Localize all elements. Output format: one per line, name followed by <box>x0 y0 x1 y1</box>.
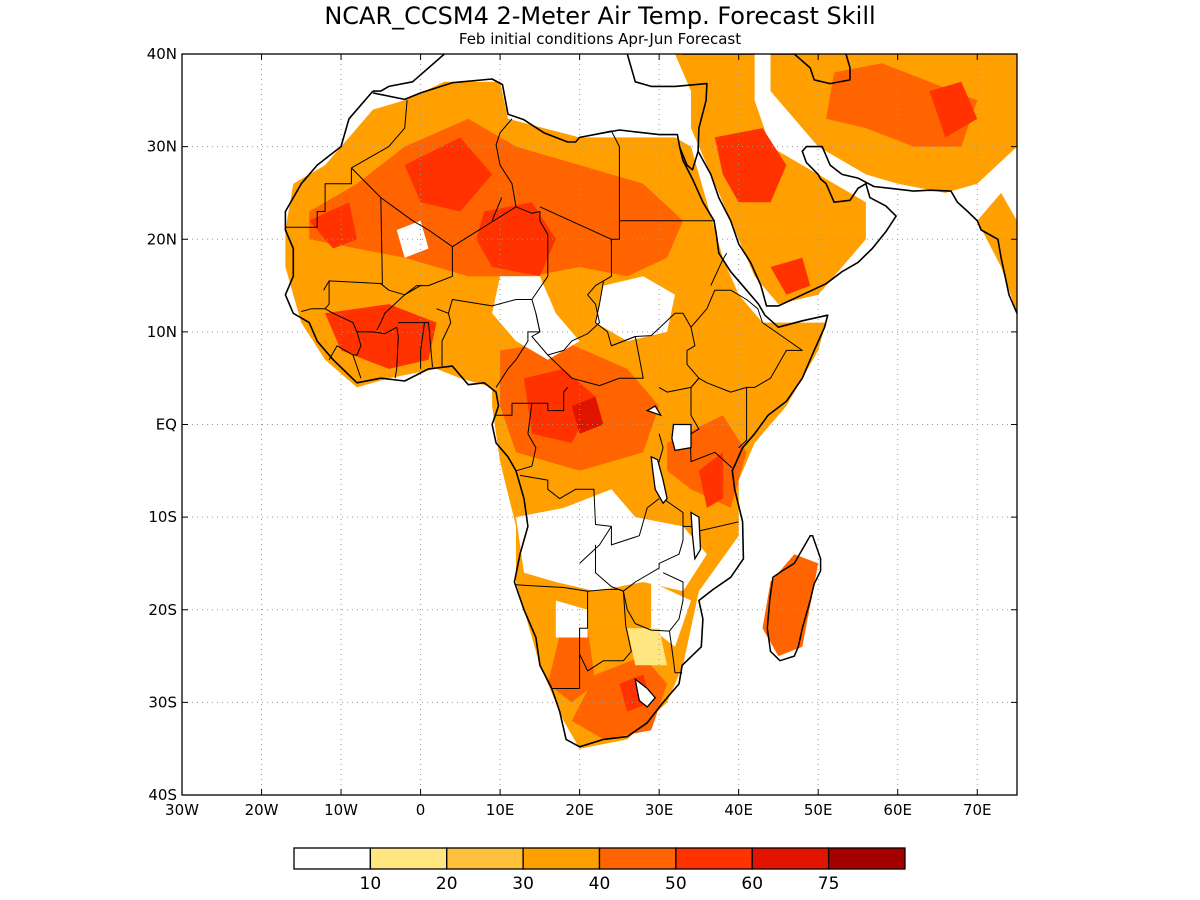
skill-region-20 <box>929 81 978 138</box>
lon-tick-label: 30W <box>165 801 199 819</box>
lat-tick-label: EQ <box>156 416 177 434</box>
skill-region-23 <box>595 276 675 342</box>
lat-tick-label: 10N <box>147 323 177 341</box>
country-border <box>351 100 408 169</box>
map-title: NCAR_CCSM4 2-Meter Air Temp. Forecast Sk… <box>324 2 875 30</box>
country-border <box>285 167 352 228</box>
lon-tick-label: 50E <box>804 801 833 819</box>
lon-tick-label: 10E <box>486 801 515 819</box>
lon-tick-label: 10W <box>324 801 358 819</box>
country-border <box>328 345 354 360</box>
country-border <box>698 322 803 393</box>
country-border <box>441 313 452 367</box>
lat-tick-label: 40S <box>148 786 177 804</box>
colorbar-swatch <box>369 847 448 870</box>
country-border <box>519 474 660 546</box>
colorbar-label: 10 <box>360 874 382 894</box>
country-border <box>690 289 763 328</box>
coastline <box>372 54 445 92</box>
skill-shading <box>285 54 1017 749</box>
country-border <box>491 197 503 221</box>
lon-tick-label: 20E <box>565 801 594 819</box>
lake-outline <box>671 423 692 452</box>
madagascar-coast <box>766 534 822 662</box>
lat-tick-label: 20S <box>148 601 177 619</box>
skill-region-2 <box>309 202 357 249</box>
country-border <box>357 326 399 379</box>
lat-tick-label: 10S <box>148 508 177 526</box>
country-border <box>515 584 620 592</box>
country-border <box>595 526 684 592</box>
skill-region-4 <box>476 202 556 277</box>
colorbar-swatch <box>827 847 906 870</box>
coastline <box>697 145 1017 314</box>
lon-tick-label: 60E <box>883 801 912 819</box>
colorbar-label: 60 <box>741 874 763 894</box>
colorbar-swatch <box>751 847 830 870</box>
skill-region-17 <box>770 257 811 295</box>
colorbar-label: 20 <box>436 874 458 894</box>
country-border <box>495 299 541 388</box>
country-border <box>376 285 421 331</box>
lon-tick-label: 30E <box>645 801 674 819</box>
lake-outline <box>690 511 702 561</box>
country-border <box>579 588 632 672</box>
lake-outline <box>650 455 668 505</box>
skill-region-11 <box>547 619 596 703</box>
country-border <box>669 631 683 674</box>
map-subtitle: Feb initial conditions Apr-Jun Forecast <box>459 30 741 48</box>
lon-tick-label: 40E <box>724 801 753 819</box>
country-border <box>579 591 589 689</box>
graticule <box>182 54 1017 795</box>
country-border <box>436 206 549 314</box>
skill-region-3 <box>404 137 493 212</box>
lake-outline <box>634 677 657 708</box>
colorbar-label: 40 <box>589 874 611 894</box>
skill-region-22 <box>492 276 580 360</box>
lat-tick-label: 30S <box>148 693 177 711</box>
colorbar: 10 20 30 40 50 60 75 <box>293 847 906 894</box>
colorbar-swatch <box>293 847 372 870</box>
coastline <box>626 54 708 171</box>
skill-region-10 <box>698 452 723 508</box>
country-border <box>547 280 604 356</box>
country-border <box>710 252 728 286</box>
lon-tick-label: 20W <box>245 801 279 819</box>
colorbar-swatch <box>675 847 753 870</box>
colorbar-label: 50 <box>665 874 687 894</box>
country-border <box>512 387 569 412</box>
coastline <box>770 54 851 85</box>
coastline <box>284 78 829 748</box>
country-border <box>738 387 748 449</box>
lon-tick-label: 0 <box>416 801 426 819</box>
skill-region-5 <box>325 304 437 369</box>
colorbar-label: 30 <box>512 874 534 894</box>
country-border <box>324 308 362 379</box>
country-border <box>424 322 433 368</box>
lon-tick-label: 70E <box>963 801 992 819</box>
coast-and-borders <box>284 54 1017 748</box>
colorbar-swatch <box>446 847 524 870</box>
country-border <box>579 526 612 564</box>
country-border <box>380 197 453 296</box>
country-border <box>515 403 537 472</box>
country-border <box>496 403 513 416</box>
colorbar-label: 75 <box>818 874 840 894</box>
colorbar-swatch <box>598 847 677 870</box>
skill-region-27 <box>627 628 668 666</box>
lat-tick-label: 40N <box>147 45 177 63</box>
skill-region-14 <box>762 554 819 657</box>
lake-outline <box>645 405 663 417</box>
country-border <box>495 118 517 207</box>
country-border <box>323 167 383 291</box>
lat-tick-label: 20N <box>147 230 177 248</box>
lat-tick-label: 30N <box>147 138 177 156</box>
skill-region-19 <box>826 63 978 147</box>
colorbar-swatch <box>522 847 601 870</box>
skill-region-21 <box>977 192 1017 314</box>
country-border <box>531 130 644 387</box>
